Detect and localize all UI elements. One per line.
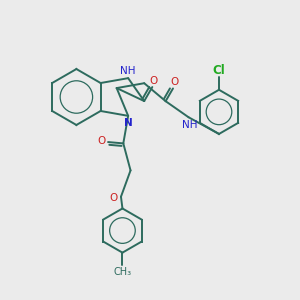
Text: N: N (124, 118, 133, 128)
Text: CH₃: CH₃ (113, 267, 131, 277)
Text: O: O (98, 136, 106, 146)
Text: Cl: Cl (213, 64, 225, 76)
Text: O: O (109, 193, 117, 203)
Text: NH: NH (120, 66, 135, 76)
Text: O: O (170, 77, 178, 87)
Text: NH: NH (182, 120, 197, 130)
Text: O: O (150, 76, 158, 85)
